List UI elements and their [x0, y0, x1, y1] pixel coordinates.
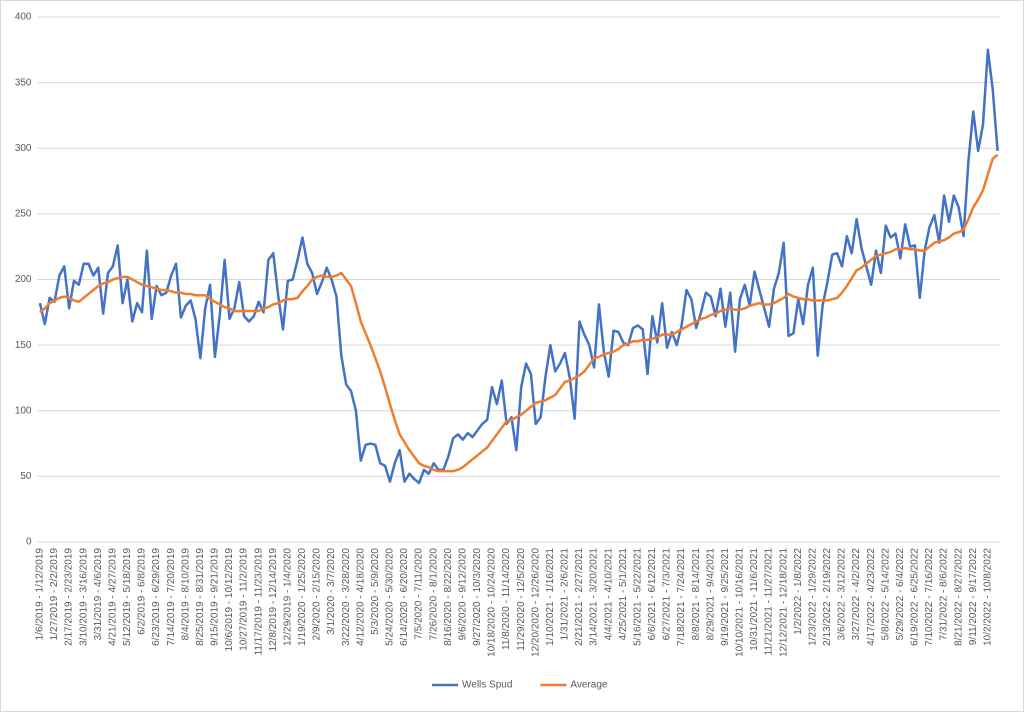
x-tick-label: 3/31/2019 - 4/6/2019 [93, 548, 104, 641]
x-tick-label: 10/2/2022 - 10/8/2022 [982, 548, 993, 646]
x-tick-label: 5/16/2021 - 5/22/2021 [632, 548, 643, 646]
x-tick-label: 1/23/2022 - 1/29/2022 [807, 548, 818, 646]
x-tick-label: 8/29/2021 - 9/4/2021 [705, 548, 716, 641]
y-tick-label: 150 [15, 340, 32, 351]
x-tick-label: 10/27/2019 - 11/2/2019 [239, 548, 250, 651]
x-tick-label: 2/13/2022 - 2/19/2022 [822, 548, 833, 646]
x-tick-label: 5/29/2022 - 6/4/2022 [895, 548, 906, 641]
x-tick-label: 3/22/2020 - 3/28/2020 [341, 548, 352, 646]
x-tick-label: 2/17/2019 - 2/23/2019 [64, 548, 75, 646]
x-tick-label: 7/5/2020 - 7/11/2020 [414, 548, 425, 640]
x-tick-label: 1/19/2020 - 1/25/2020 [297, 548, 308, 646]
x-tick-label: 9/11/2022 - 9/17/2022 [968, 548, 979, 646]
x-tick-label: 3/1/2020 - 3/7/2020 [326, 548, 337, 635]
y-tick-label: 50 [20, 471, 32, 482]
x-tick-label: 6/27/2021 - 7/3/2021 [662, 548, 673, 641]
x-tick-label: 7/18/2021 - 7/24/2021 [676, 548, 687, 646]
series-line [39, 153, 999, 473]
x-tick-label: 7/26/2020 - 8/1/2020 [428, 548, 439, 641]
x-tick-label: 6/23/2019 - 6/29/2019 [151, 548, 162, 646]
y-tick-label: 400 [15, 12, 32, 23]
y-tick-label: 250 [15, 209, 32, 220]
x-tick-label: 9/15/2019 - 9/21/2019 [210, 548, 221, 646]
x-tick-label: 8/4/2019 - 8/10/2019 [180, 548, 191, 641]
legend-label: Average [570, 680, 608, 691]
x-tick-label: 5/3/2020 - 5/9/2020 [370, 548, 381, 635]
x-tick-label: 9/19/2021 - 9/25/2021 [720, 548, 731, 646]
x-tick-label: 3/6/2022 - 3/12/2022 [837, 548, 848, 641]
y-tick-label: 300 [15, 143, 32, 154]
x-tick-label: 9/27/2020 - 10/3/2020 [472, 548, 483, 646]
x-tick-label: 11/21/2021 - 11/27/2021 [764, 548, 775, 656]
x-tick-label: 6/14/2020 - 6/20/2020 [399, 548, 410, 646]
x-tick-label: 11/8/2020 - 11/14/2020 [501, 548, 512, 650]
x-tick-label: 1/31/2021 - 2/6/2021 [560, 548, 571, 641]
y-tick-label: 100 [15, 405, 32, 416]
x-tick-label: 7/10/2022 - 7/16/2022 [924, 548, 935, 646]
x-tick-label: 7/14/2019 - 7/20/2019 [166, 548, 177, 646]
y-tick-label: 200 [15, 274, 32, 285]
x-tick-label: 12/20/2020 - 12/26/2020 [530, 548, 541, 657]
x-tick-label: 8/25/2019 - 8/31/2019 [195, 548, 206, 646]
x-tick-label: 5/24/2020 - 5/30/2020 [385, 548, 396, 646]
x-tick-label: 10/6/2019 - 10/12/2019 [224, 548, 235, 652]
x-tick-label: 3/14/2021 - 3/20/2021 [589, 548, 600, 646]
x-tick-label: 6/2/2019 - 6/8/2019 [137, 548, 148, 635]
series-line [38, 48, 999, 485]
x-tick-label: 12/29/2019 - 1/4/2020 [282, 548, 293, 646]
x-tick-label: 2/9/2020 - 2/15/2020 [312, 548, 323, 641]
x-tick-label: 6/19/2022 - 6/25/2022 [910, 548, 921, 646]
x-tick-label: 1/10/2021 - 1/16/2021 [545, 548, 556, 646]
x-tick-label: 8/21/2022 - 8/27/2022 [953, 548, 964, 646]
x-tick-label: 6/6/2021 - 6/12/2021 [647, 548, 658, 641]
x-tick-label: 11/29/2020 - 12/5/2020 [516, 548, 527, 651]
x-tick-label: 2/21/2021 - 2/27/2021 [574, 548, 585, 646]
x-tick-label: 10/18/2020 - 10/24/2020 [487, 548, 498, 657]
x-tick-label: 12/12/2021 - 12/18/2021 [778, 548, 789, 657]
x-tick-label: 5/8/2022 - 5/14/2022 [880, 548, 891, 641]
x-tick-label: 11/17/2019 - 11/23/2019 [253, 548, 264, 656]
x-tick-label: 1/6/2019 - 1/12/2019 [35, 548, 46, 641]
x-tick-label: 8/16/2020 - 8/22/2020 [443, 548, 454, 646]
x-tick-label: 4/25/2021 - 5/1/2021 [618, 548, 629, 641]
x-tick-label: 4/17/2022 - 4/23/2022 [866, 548, 877, 646]
x-tick-label: 10/31/2021 - 11/6/2021 [749, 548, 760, 651]
y-tick-label: 0 [26, 537, 32, 548]
x-tick-label: 7/31/2022 - 8/6/2022 [939, 548, 950, 641]
x-tick-label: 8/8/2021 - 8/14/2021 [691, 548, 702, 641]
x-tick-label: 12/8/2019 - 12/14/2019 [268, 548, 279, 652]
x-tick-label: 1/27/2019 - 2/2/2019 [49, 548, 60, 641]
x-tick-label: 3/10/2019 - 3/16/2019 [78, 548, 89, 646]
x-tick-label: 9/6/2020 - 9/12/2020 [457, 548, 468, 641]
x-tick-label: 1/2/2022 - 1/8/2022 [793, 548, 804, 635]
y-tick-label: 350 [15, 77, 32, 88]
x-tick-label: 4/12/2020 - 4/18/2020 [355, 548, 366, 646]
x-tick-label: 4/21/2019 - 4/27/2019 [107, 548, 118, 646]
legend-label: Wells Spud [462, 680, 512, 691]
x-tick-label: 3/27/2022 - 4/2/2022 [851, 548, 862, 641]
x-tick-label: 5/12/2019 - 5/18/2019 [122, 548, 133, 646]
x-tick-label: 4/4/2021 - 4/10/2021 [603, 548, 614, 641]
x-tick-label: 10/10/2021 - 10/16/2021 [735, 548, 746, 657]
